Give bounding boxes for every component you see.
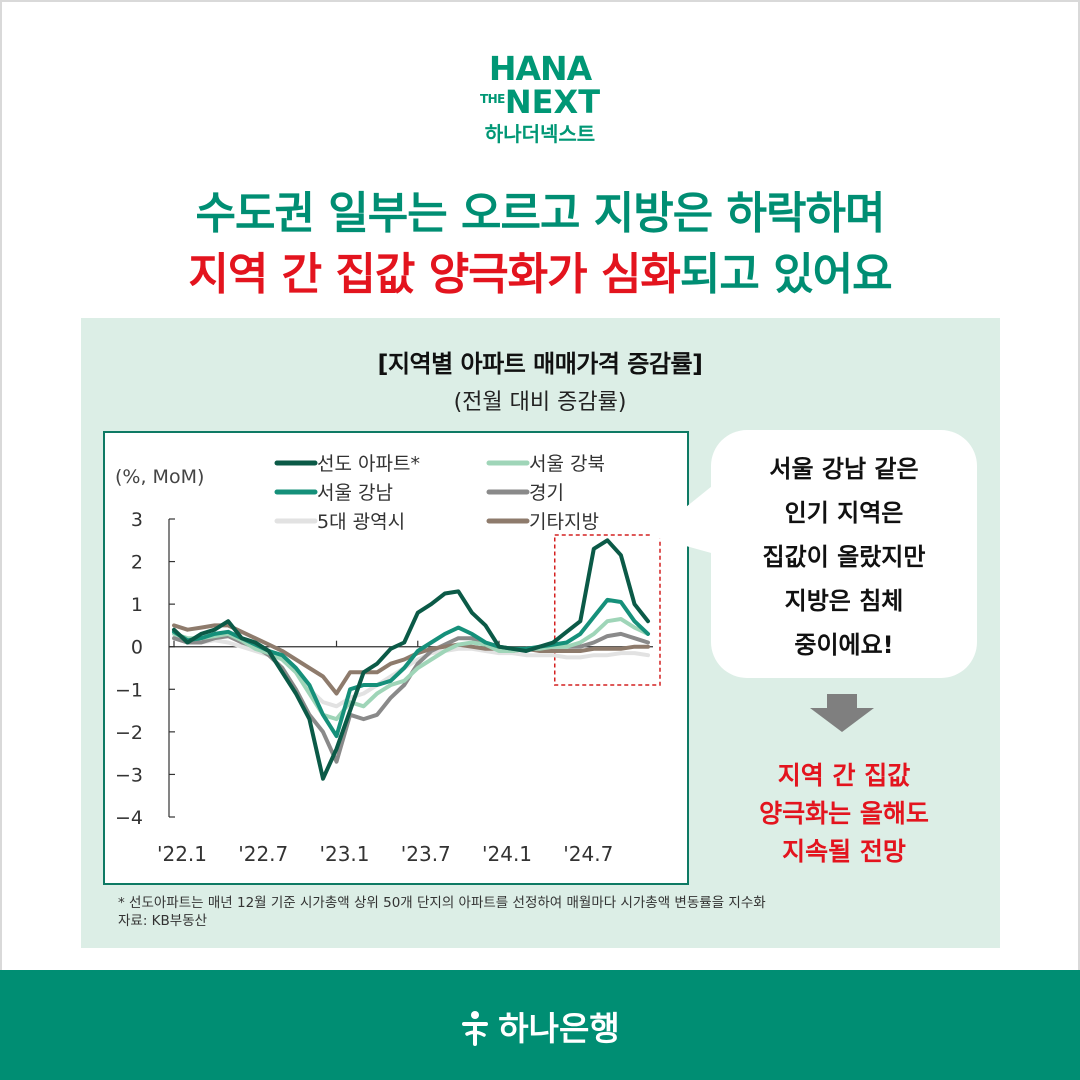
speech-bubble [711, 430, 977, 678]
logo-the-next: THENEXT [0, 86, 1080, 118]
legend-label: 선도 아파트* [317, 453, 420, 475]
y-tick-label: 3 [131, 509, 143, 531]
conclusion-text: 지역 간 집값 양극화는 올해도 지속될 전망 [700, 757, 988, 871]
hana-bank-mark-icon [462, 1011, 489, 1046]
series-line [172, 617, 650, 722]
bubble-line: 지방은 침체 [784, 587, 904, 615]
conclusion-line: 지역 간 집값 [777, 761, 911, 790]
logo-next: NEXT [504, 83, 601, 121]
y-tick-label: 2 [131, 552, 143, 574]
chart-box: (%, MoM) 3 2 1 0 −1 −2 −3 −4 '22.1 '22.7 '23.1 '23.7… [103, 431, 689, 885]
headline-line-2-green: 되고 있어요 [679, 249, 893, 300]
logo-the: THE [479, 92, 505, 106]
headline-line-1: 수도권 일부는 오르고 지방은 하락하며 [195, 188, 886, 239]
bubble-line: 서울 강남 같은 [769, 455, 919, 483]
footer-logo: 하나은행 [0, 1002, 1080, 1050]
headline-line-2: 지역 간 집값 양극화가 심화되고 있어요 [0, 253, 1080, 297]
x-tick-label: '23.1 [319, 842, 369, 866]
x-tick-label: '22.1 [157, 842, 207, 866]
legend-label: 경기 [529, 482, 564, 504]
y-tick-label: −1 [115, 679, 143, 701]
bubble-line: 중이에요! [794, 631, 894, 659]
y-unit-label: (%, MoM) [115, 466, 204, 488]
legend-label: 5대 광역시 [317, 511, 405, 533]
x-tick-label: '24.1 [482, 842, 532, 866]
logo-hana: HANA [488, 49, 592, 88]
legend-label: 서울 강북 [529, 453, 605, 475]
legend-label: 기타지방 [529, 511, 599, 533]
y-tick-label: −3 [115, 764, 143, 786]
footer-brand-text: 하나은행 [498, 1009, 620, 1048]
legend-label: 서울 강남 [317, 482, 393, 504]
conclusion-line: 지속될 전망 [782, 837, 906, 866]
bubble-line: 집값이 올랐지만 [762, 543, 926, 571]
series-line [172, 631, 650, 709]
y-tick-label: 0 [131, 637, 143, 659]
footnote-line-1: * 선도아파트는 매년 12월 기준 시가총액 상위 50개 단지의 아파트를 … [118, 895, 766, 911]
bubble-line: 인기 지역은 [784, 499, 904, 527]
series-line [172, 538, 650, 781]
footer-bar [0, 970, 1080, 1080]
y-tick-label: 1 [131, 594, 143, 616]
headline-line-2-red: 지역 간 집값 양극화가 심화 [188, 249, 681, 300]
y-tick-label: −2 [115, 722, 143, 744]
x-tick-label: '23.7 [401, 842, 451, 866]
highlight-box [553, 534, 661, 686]
logo-korean: 하나더넥스트 [484, 122, 596, 146]
footnote-source: 자료: KB부동산 [118, 913, 208, 929]
x-tick-label: '24.7 [563, 842, 613, 866]
x-tick-label: '22.7 [238, 842, 288, 866]
footnote: * 선도아파트는 매년 12월 기준 시가총액 상위 50개 단지의 아파트를 … [118, 894, 766, 930]
chart-title: [지역별 아파트 매매가격 증감률] [377, 350, 703, 378]
conclusion-line: 양극화는 올해도 [759, 799, 929, 828]
line-chart: (%, MoM) 3 2 1 0 −1 −2 −3 −4 '22.1 '22.7 '23.1 '23.7… [115, 453, 661, 866]
y-tick-label: −4 [115, 807, 143, 829]
speech-bubble-text: 서울 강남 같은 인기 지역은 집값이 올랐지만 지방은 침체 중이에요! [711, 447, 977, 667]
down-arrow-icon [810, 694, 874, 732]
chart-subtitle: (전월 대비 증감률) [453, 390, 627, 415]
bubble-tail [650, 478, 722, 556]
